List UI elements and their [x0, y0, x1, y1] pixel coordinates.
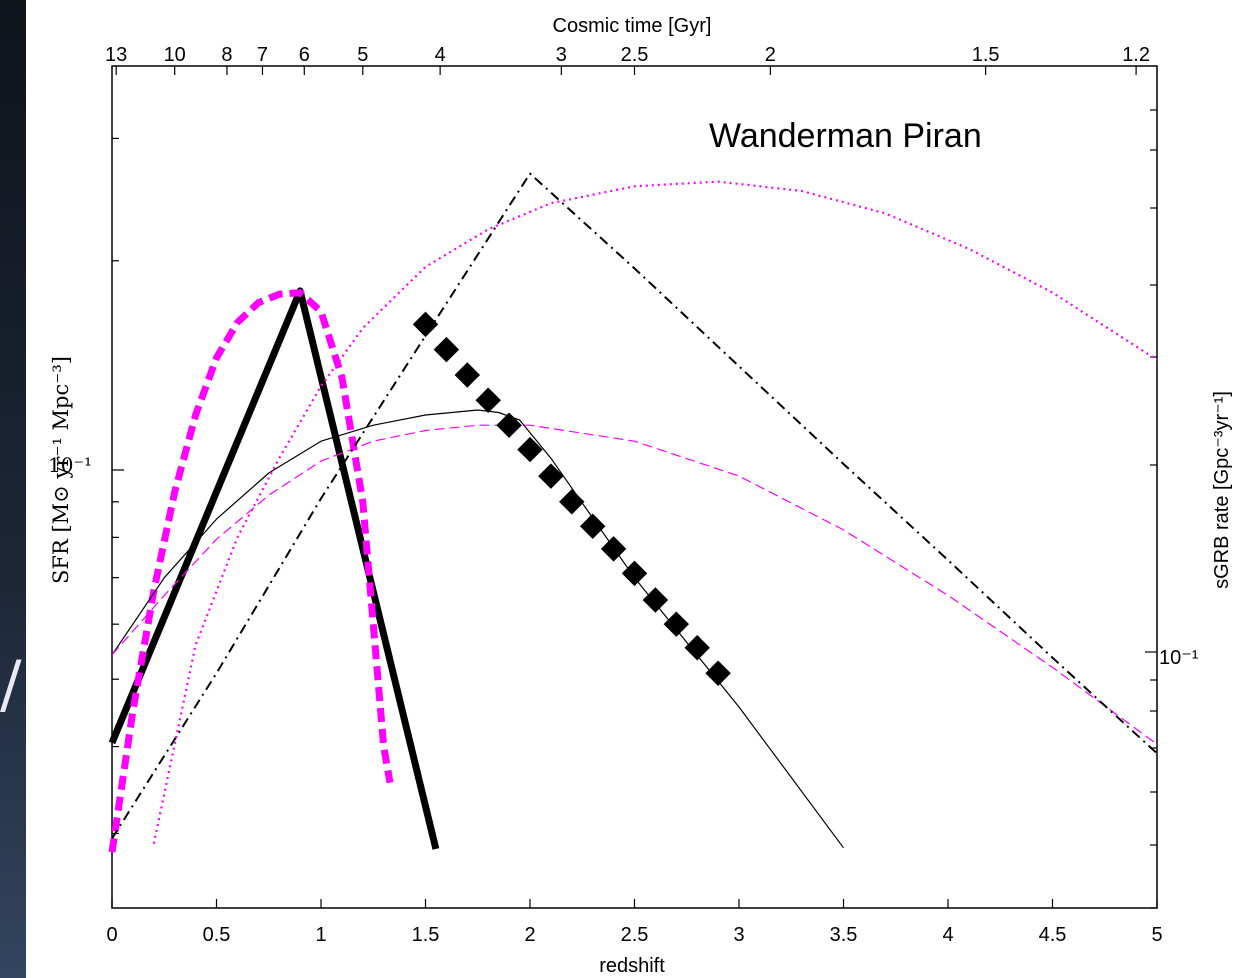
square-dot-marker — [705, 660, 731, 686]
chart: 0 0.5 1 1.5 2 2.5 3 3.5 4 4.5 5 13 10 8 7 6 5 4 3 2.5 2 1.5 1… — [48, 15, 1233, 977]
right-tick-label: 10⁻¹ — [1159, 647, 1199, 669]
top-tick-label: 1.2 — [1122, 44, 1150, 66]
left-tick-label: 10⁻¹ — [48, 453, 92, 477]
x-tick-labels: 0 0.5 1 1.5 2 2.5 3 3.5 4 4.5 5 — [106, 924, 1162, 946]
square-dot-marker — [496, 412, 522, 438]
x-axis-title: redshift — [599, 955, 665, 977]
x-tick-label: 1 — [315, 924, 326, 946]
slide-edge-glyph: / — [0, 648, 22, 722]
slide-edge — [0, 0, 26, 978]
top-tick-label: 3 — [556, 44, 567, 66]
series-line-thin-dashed — [111, 424, 1158, 745]
x-tick-label: 3.5 — [830, 924, 858, 946]
chart-panel: 0 0.5 1 1.5 2 2.5 3 3.5 4 4.5 5 13 10 8 7 6 5 4 3 2.5 2 1.5 1… — [26, 0, 1241, 978]
top-tick-label: 4 — [435, 44, 446, 66]
top-tick-label: 2.5 — [621, 44, 649, 66]
x-tick-label: 0 — [106, 924, 117, 946]
top-tick-label: 6 — [299, 44, 310, 66]
top-tick-label: 7 — [257, 44, 268, 66]
x-tick-label: 4 — [942, 924, 953, 946]
series-line-dotted — [152, 180, 1158, 844]
top-tick-label: 8 — [221, 44, 232, 66]
top-axis-title: Cosmic time [Gyr] — [553, 15, 712, 37]
series-line-thick-dashed — [108, 289, 394, 853]
square-dot-marker — [412, 311, 439, 338]
square-dots-group — [412, 311, 731, 686]
square-dot-marker — [454, 362, 481, 388]
x-tick-label: 0.5 — [203, 924, 231, 946]
top-tick-label: 10 — [164, 44, 186, 66]
x-tick-label: 2 — [524, 924, 535, 946]
y-axis-right-title: sGRB rate [Gpc⁻³yr⁻¹] — [1211, 391, 1233, 589]
square-dot-marker — [621, 560, 648, 587]
square-dot-marker — [517, 436, 543, 463]
top-tick-label: 2 — [765, 44, 776, 66]
square-dot-marker — [475, 387, 501, 413]
annotation-label: Wanderman Piran — [709, 117, 982, 155]
y-axis-left-title: SFR [M⊙ yr⁻¹ Mpc⁻³] — [49, 356, 73, 584]
x-tick-label: 3 — [733, 924, 744, 946]
series-line-thin-solid — [111, 409, 844, 849]
square-dot-marker — [559, 489, 585, 515]
top-tick-label: 5 — [357, 44, 368, 66]
x-tick-label: 5 — [1151, 924, 1162, 946]
square-dot-marker — [538, 463, 564, 489]
square-dot-marker — [642, 587, 669, 613]
x-tick-label: 1.5 — [412, 924, 440, 946]
square-dot-marker — [579, 513, 606, 539]
axis-ticks — [111, 66, 1158, 909]
x-tick-label: 2.5 — [621, 924, 649, 946]
square-dot-marker — [684, 634, 710, 661]
plot-frame — [111, 65, 1158, 909]
x-tick-label: 4.5 — [1039, 924, 1067, 946]
series-line-dash-dot — [111, 172, 1158, 840]
top-tick-label: 13 — [105, 44, 127, 66]
square-dot-marker — [433, 336, 460, 363]
top-tick-labels: 13 10 8 7 6 5 4 3 2.5 2 1.5 1.2 — [105, 44, 1150, 66]
square-dot-marker — [600, 536, 627, 562]
square-dot-marker — [663, 611, 690, 637]
series-group — [108, 172, 1158, 853]
top-tick-label: 1.5 — [972, 44, 1000, 66]
